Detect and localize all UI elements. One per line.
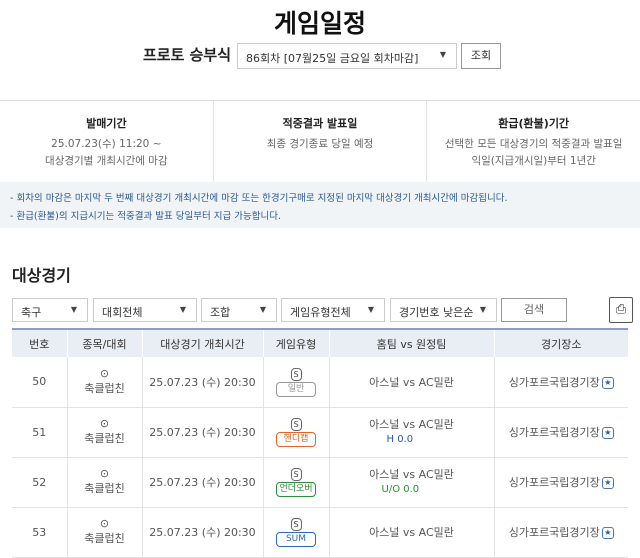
match-table: 번호 종목/대회 대상경기 개최시간 게임유형 홈팀 vs 원정팀 경기장소 5… xyxy=(12,328,628,558)
round-value: 86회차 [07월25일 금요일 회차마감] xyxy=(246,52,419,65)
section-title: 대상경기 xyxy=(12,266,71,285)
table-row[interactable]: 52 ⊙ 축클럽친 25.07.23 (수) 20:30 S 언더오버 아스널 vs… xyxy=(12,457,628,508)
table-row[interactable]: 53 ⊙ 축클럽친 25.07.23 (수) 20:30 S SUM 아스널 vs … xyxy=(12,507,628,558)
caret-down-icon: ▼ xyxy=(479,305,486,314)
match-time: 25.07.23 (수) 20:30 xyxy=(142,457,264,508)
venue-name: 싱가포르국립경기장 xyxy=(508,476,600,489)
header-type: 게임유형 xyxy=(263,328,330,357)
match-teams: 아스널 vs AC밀란 xyxy=(369,375,454,389)
match-time: 25.07.23 (수) 20:30 xyxy=(142,407,264,458)
note: - 환급(환불)의 지급시기는 적중결과 발표 당일부터 지급 가능합니다. xyxy=(10,211,281,222)
game-type-tag: SUM xyxy=(276,532,316,547)
header-time: 대상경기 개최시간 xyxy=(142,328,264,357)
sport-filter[interactable]: 축구 ▼ xyxy=(12,298,88,322)
note: - 회차의 마감은 마지막 두 번째 대상경기 개최시간에 마감 또는 한경기구… xyxy=(10,193,508,204)
soccer-ball-icon: ⊙ xyxy=(99,467,110,480)
notes: - 회차의 마감은 마지막 두 번째 대상경기 개최시간에 마감 또는 한경기구… xyxy=(0,182,640,228)
match-no: 51 xyxy=(12,407,68,458)
table-row[interactable]: 50 ⊙ 축클럽친 25.07.23 (수) 20:30 S 일반 아스널 vs A… xyxy=(12,357,628,408)
venue-name: 싱가포르국립경기장 xyxy=(508,526,600,539)
single-game-icon: S xyxy=(290,367,302,381)
single-game-icon: S xyxy=(290,518,302,531)
match-teams: 아스널 vs AC밀란 xyxy=(369,467,454,481)
search-button[interactable]: 검색 xyxy=(501,298,567,322)
venue-info-icon[interactable]: ★ xyxy=(601,527,614,539)
match-line: H 0.0 xyxy=(386,433,414,445)
caret-down-icon: ▼ xyxy=(179,305,186,314)
venue-name: 싱가포르국립경기장 xyxy=(508,375,600,389)
round-select[interactable]: 86회차 [07월25일 금요일 회차마감] ▼ xyxy=(237,43,457,69)
league-name: 축클럽친 xyxy=(84,482,125,495)
venue-info-icon[interactable]: ★ xyxy=(601,477,614,489)
page-title: 게임일정 xyxy=(273,9,366,38)
game-type-tag: 핸디캡 xyxy=(276,432,316,447)
sort-filter[interactable]: 경기번호 낮은순 ▼ xyxy=(390,298,497,322)
game-label: 프로토 승부식 xyxy=(143,46,232,64)
league-name: 축클럽친 xyxy=(84,381,125,395)
venue-name: 싱가포르국립경기장 xyxy=(508,426,600,439)
match-teams: 아스널 vs AC밀란 xyxy=(369,417,454,431)
sale-period: 발매기간 25.07.23(수) 11:20 ~ 대상경기별 개최시간에 마감 xyxy=(0,101,214,182)
match-time: 25.07.23 (수) 20:30 xyxy=(142,507,264,558)
header-match: 홈팀 vs 원정팀 xyxy=(329,328,495,357)
result-date: 적중결과 발표일 최종 경기종료 당일 예정 xyxy=(214,101,428,182)
match-no: 53 xyxy=(12,507,68,558)
lookup-button[interactable]: 조회 xyxy=(461,43,501,69)
match-time: 25.07.23 (수) 20:30 xyxy=(142,357,264,408)
league-name: 축클럽친 xyxy=(84,532,125,545)
match-teams: 아스널 vs AC밀란 xyxy=(369,526,454,539)
venue-info-icon[interactable]: ★ xyxy=(601,376,614,389)
refund-period: 환급(환불)기간 선택한 모든 대상경기의 적중결과 발표일 익일(지급개시일)부터… xyxy=(444,117,623,167)
single-game-icon: S xyxy=(290,418,302,431)
caret-down-icon: ▼ xyxy=(70,305,77,314)
match-no: 52 xyxy=(12,457,68,508)
info-panel: 발매기간 25.07.23(수) 11:20 ~ 대상경기별 개최시간에 마감 적중… xyxy=(0,100,640,182)
game-type-tag: 언더오버 xyxy=(276,482,316,497)
header-venue: 경기장소 xyxy=(494,328,628,357)
venue-info-icon[interactable]: ★ xyxy=(601,427,614,439)
soccer-ball-icon: ⊙ xyxy=(99,366,110,380)
soccer-ball-icon: ⊙ xyxy=(99,517,110,530)
league-filter[interactable]: 대회전체 ▼ xyxy=(93,298,197,322)
match-no: 50 xyxy=(12,357,68,408)
soccer-ball-icon: ⊙ xyxy=(99,417,110,430)
caret-down-icon: ▼ xyxy=(439,50,446,59)
table-row[interactable]: 51 ⊙ 축클럽친 25.07.23 (수) 20:30 S 핸디캡 아스널 vs … xyxy=(12,407,628,458)
match-line: U/O 0.0 xyxy=(381,483,420,495)
combo-filter[interactable]: 조합 ▼ xyxy=(201,298,277,322)
caret-down-icon: ▼ xyxy=(259,305,266,314)
print-icon[interactable]: ⎙ xyxy=(609,297,633,323)
league-name: 축클럽친 xyxy=(84,432,125,445)
caret-down-icon: ▼ xyxy=(367,305,374,314)
header-no: 번호 xyxy=(12,328,68,357)
header-league: 종목/대회 xyxy=(67,328,143,357)
game-type-filter[interactable]: 게임유형전체 ▼ xyxy=(281,298,385,322)
game-type-tag: 일반 xyxy=(276,381,316,397)
single-game-icon: S xyxy=(290,468,302,481)
